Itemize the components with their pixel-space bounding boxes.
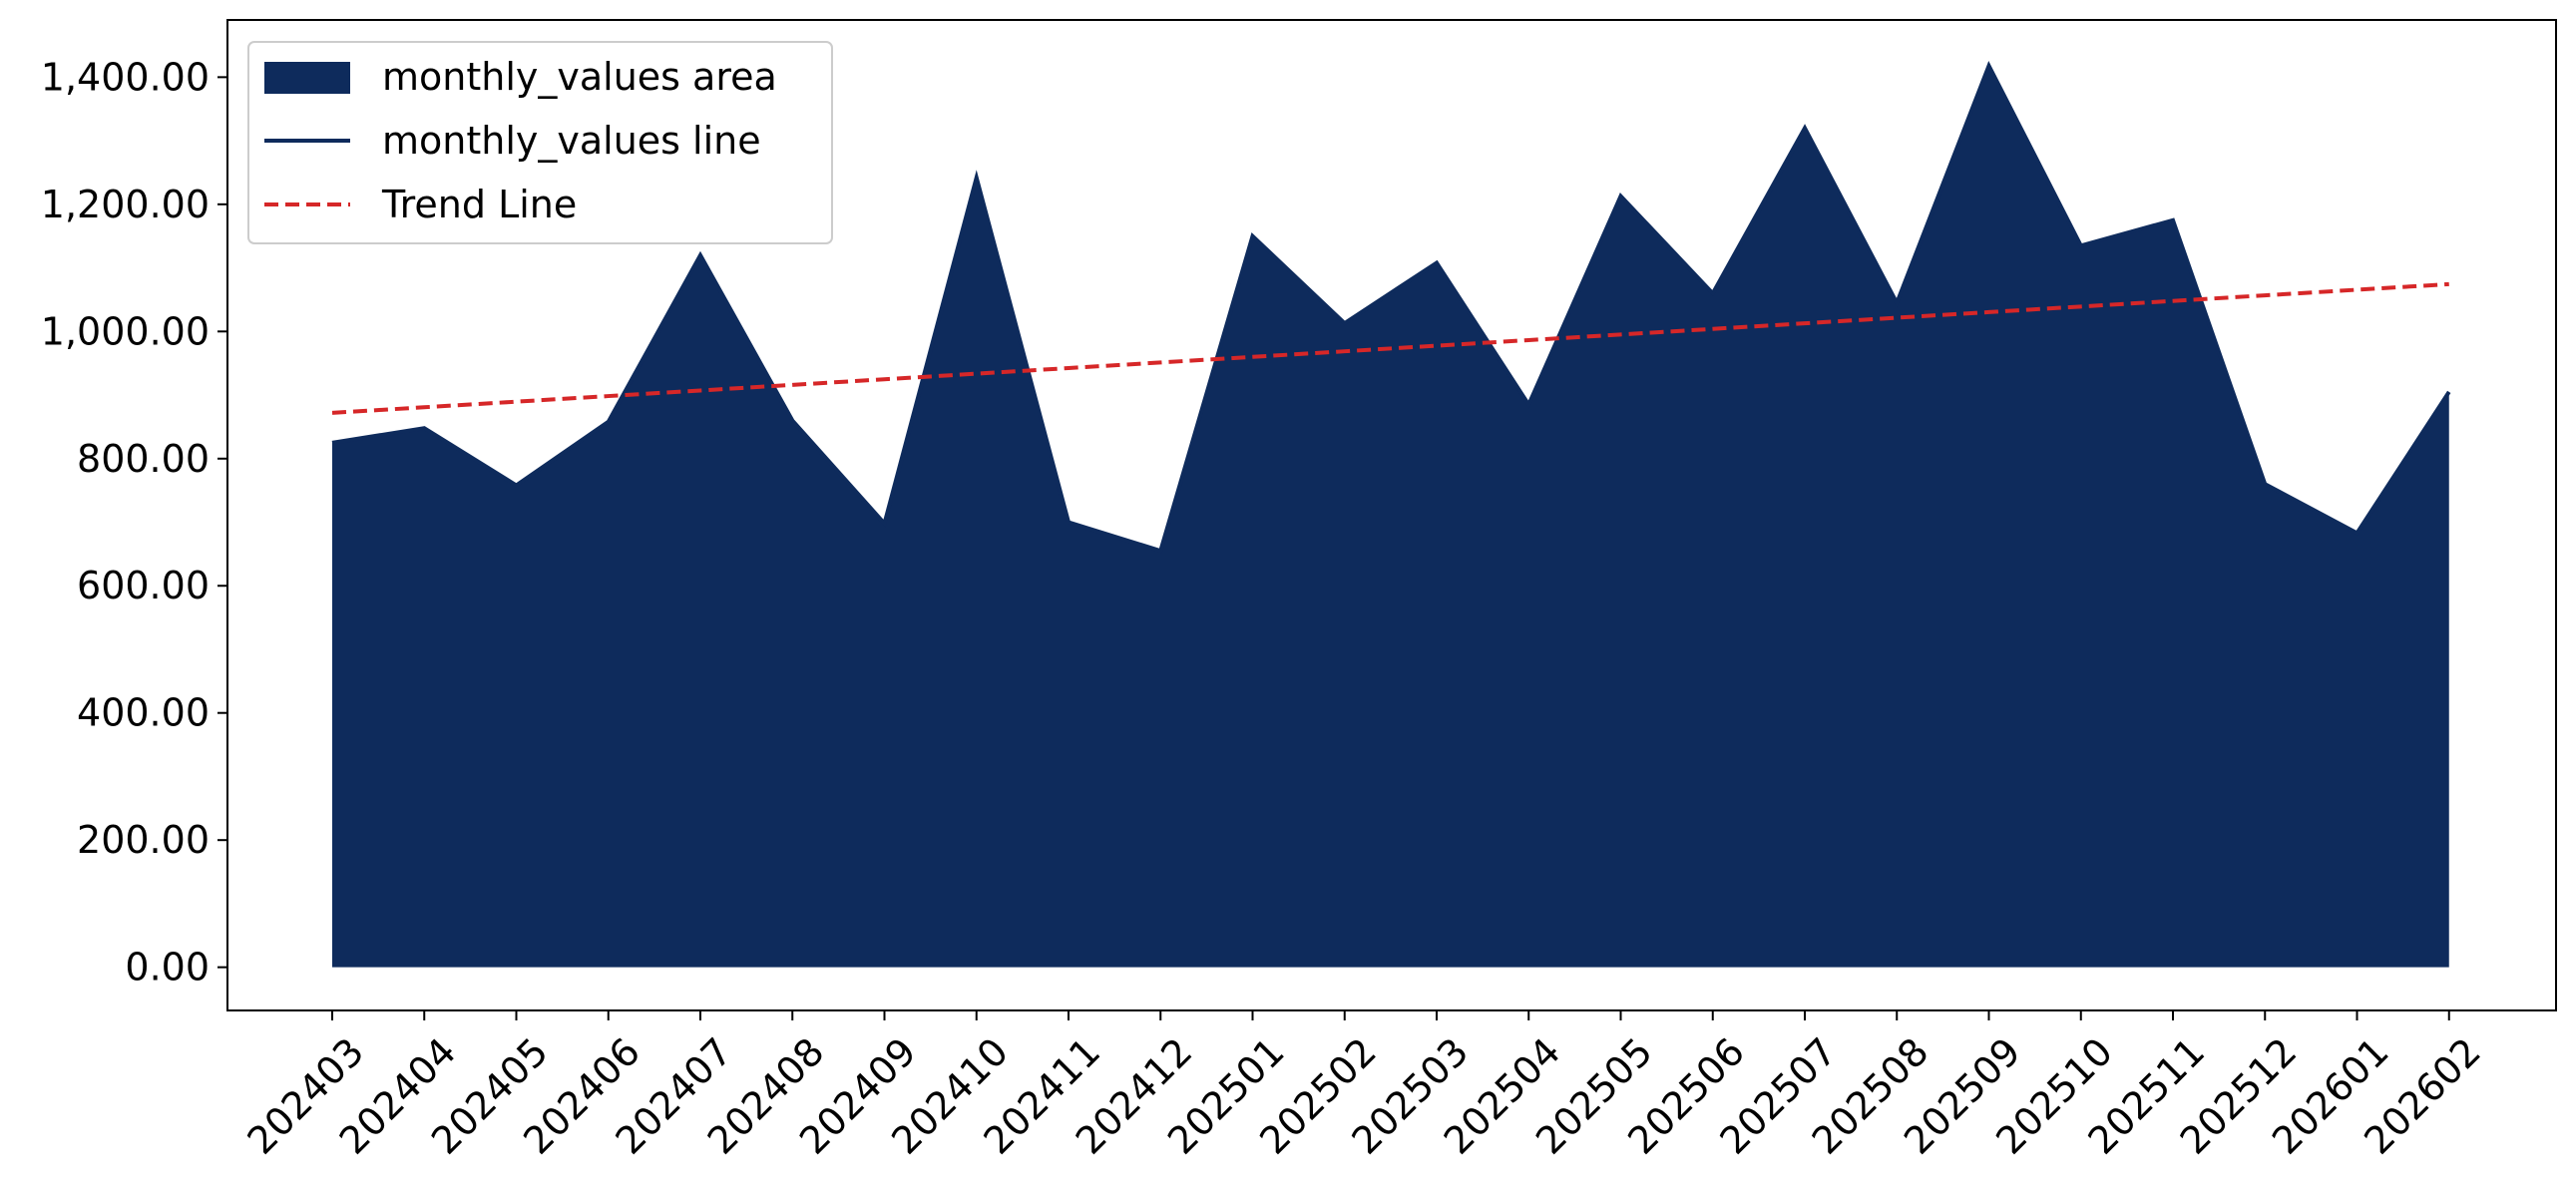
series-trend-line bbox=[331, 281, 2449, 415]
y-tick-label: 1,000.00 bbox=[41, 309, 210, 353]
series-area-monthly-values bbox=[332, 65, 2449, 968]
legend-label-line: monthly_values line bbox=[382, 119, 761, 163]
y-tick-label: 1,400.00 bbox=[41, 55, 210, 99]
y-tick-label: 0.00 bbox=[125, 946, 210, 990]
x-axis: 2024032024042024052024062024072024082024… bbox=[238, 1010, 2489, 1163]
series-line-monthly-values bbox=[331, 61, 2451, 554]
legend-label-area: monthly_values area bbox=[382, 55, 777, 99]
y-axis: 0.00 200.00 400.00 600.00 800.00 1,000.00 1,20… bbox=[41, 55, 227, 990]
y-tick-label: 400.00 bbox=[77, 691, 210, 735]
plot-frame bbox=[226, 19, 2557, 1011]
legend-label-trend: Trend Line bbox=[381, 183, 577, 226]
y-tick-label: 800.00 bbox=[77, 437, 210, 481]
y-tick-label: 200.00 bbox=[77, 818, 210, 862]
legend-box bbox=[247, 41, 833, 244]
y-tick-label: 1,200.00 bbox=[41, 183, 210, 226]
y-tick-label: 600.00 bbox=[77, 564, 210, 607]
legend-swatch-area bbox=[264, 62, 350, 94]
legend: monthly_values area monthly_values line … bbox=[247, 41, 833, 244]
plot-area bbox=[331, 61, 2451, 968]
